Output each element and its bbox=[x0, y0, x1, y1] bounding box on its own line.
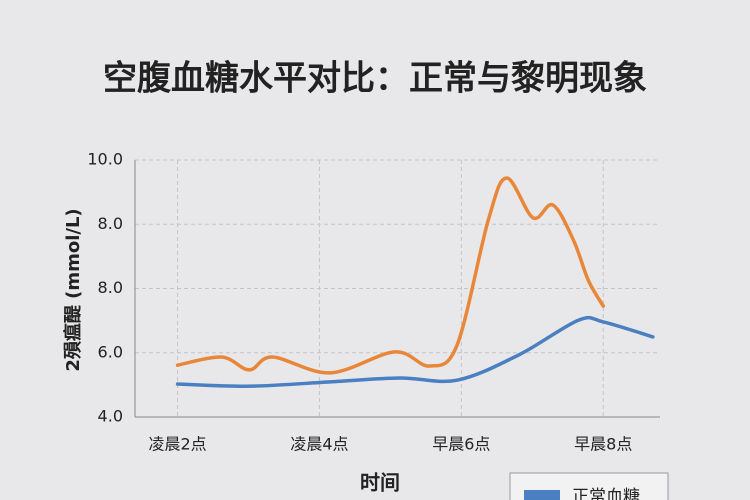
chart-title: 空腹血糖水平对比：正常与黎明现象 bbox=[103, 59, 647, 99]
y-tick-label: 8.0 bbox=[98, 278, 123, 297]
x-axis-label: 时间 bbox=[360, 471, 400, 495]
y-tick-label: 8.0 bbox=[98, 214, 123, 233]
legend-label: 正常血糖 bbox=[572, 487, 640, 500]
y-axis-label: 2殞瘟醍 (mmol/L) bbox=[62, 208, 84, 371]
y-tick-label: 10.0 bbox=[87, 150, 123, 169]
data-line bbox=[175, 315, 655, 388]
data-line bbox=[175, 176, 605, 375]
x-tick-label: 凌晨2点 bbox=[148, 435, 206, 454]
x-tick-label: 凌晨4点 bbox=[290, 435, 348, 454]
y-tick-label: 4.0 bbox=[98, 407, 123, 426]
y-tick-label: 6.0 bbox=[98, 342, 123, 361]
legend: 正常血糖 bbox=[509, 472, 669, 500]
legend-swatch bbox=[524, 490, 560, 500]
x-tick-label: 早晨6点 bbox=[432, 435, 490, 454]
x-tick-label: 早晨8点 bbox=[574, 435, 632, 454]
